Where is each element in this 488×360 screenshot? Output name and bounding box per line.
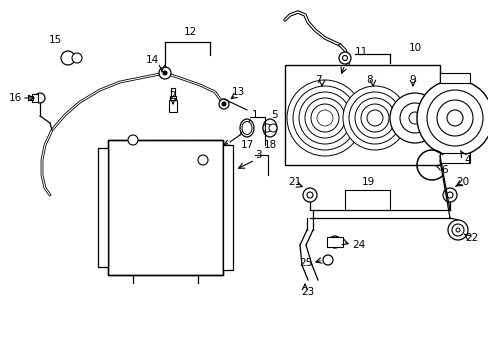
Circle shape	[451, 224, 463, 236]
Text: 2: 2	[169, 91, 176, 101]
Ellipse shape	[240, 119, 253, 137]
Text: 12: 12	[183, 27, 196, 37]
Circle shape	[354, 98, 394, 138]
Circle shape	[455, 228, 459, 232]
Text: 11: 11	[354, 47, 367, 57]
Circle shape	[360, 104, 388, 132]
Circle shape	[446, 192, 452, 198]
Circle shape	[442, 188, 456, 202]
Ellipse shape	[242, 122, 251, 135]
Circle shape	[338, 52, 350, 64]
Circle shape	[159, 67, 171, 79]
Bar	[171, 88, 175, 96]
Text: 21: 21	[288, 177, 301, 187]
Circle shape	[306, 192, 312, 198]
Bar	[28, 96, 33, 100]
Text: 8: 8	[366, 75, 372, 85]
Bar	[32, 94, 38, 102]
Bar	[223, 145, 232, 270]
Circle shape	[303, 188, 316, 202]
Circle shape	[328, 236, 340, 248]
Bar	[169, 100, 177, 112]
Bar	[108, 140, 223, 275]
Circle shape	[268, 124, 276, 132]
Text: 10: 10	[407, 43, 421, 53]
Circle shape	[447, 220, 467, 240]
Bar	[98, 148, 108, 267]
Text: 3: 3	[254, 150, 261, 160]
Text: 5: 5	[271, 110, 278, 120]
Circle shape	[446, 110, 462, 126]
Bar	[170, 96, 176, 100]
Text: 20: 20	[455, 177, 468, 187]
Circle shape	[399, 103, 429, 133]
Circle shape	[416, 80, 488, 156]
Text: 9: 9	[409, 75, 415, 85]
Text: 6: 6	[441, 165, 447, 175]
Text: 4: 4	[464, 155, 470, 165]
Circle shape	[222, 102, 225, 106]
Text: 22: 22	[465, 233, 478, 243]
Text: 25: 25	[298, 258, 311, 268]
Circle shape	[219, 99, 228, 109]
Text: 14: 14	[145, 55, 158, 65]
Text: 19: 19	[361, 177, 374, 187]
Bar	[439, 73, 469, 83]
Circle shape	[198, 155, 207, 165]
Circle shape	[436, 100, 472, 136]
Text: 23: 23	[301, 287, 314, 297]
Circle shape	[128, 135, 138, 145]
Circle shape	[72, 53, 82, 63]
Bar	[108, 140, 223, 275]
Circle shape	[286, 80, 362, 156]
Ellipse shape	[263, 119, 276, 137]
Circle shape	[35, 93, 45, 103]
Text: 15: 15	[48, 35, 61, 45]
Circle shape	[426, 90, 482, 146]
Circle shape	[163, 71, 167, 75]
Text: 24: 24	[351, 240, 365, 250]
Circle shape	[348, 92, 400, 144]
Text: 7: 7	[314, 75, 321, 85]
Text: 17: 17	[240, 140, 253, 150]
Circle shape	[408, 112, 420, 124]
Circle shape	[342, 55, 347, 60]
Circle shape	[366, 110, 382, 126]
Text: 13: 13	[231, 87, 244, 97]
Circle shape	[389, 93, 439, 143]
Circle shape	[323, 255, 332, 265]
Bar	[285, 65, 439, 165]
Text: 1: 1	[251, 110, 258, 120]
Circle shape	[263, 124, 270, 132]
Text: 16: 16	[9, 93, 22, 103]
Text: 18: 18	[263, 140, 276, 150]
Bar	[326, 237, 342, 247]
Bar	[439, 153, 469, 163]
Circle shape	[61, 51, 75, 65]
Circle shape	[342, 86, 406, 150]
